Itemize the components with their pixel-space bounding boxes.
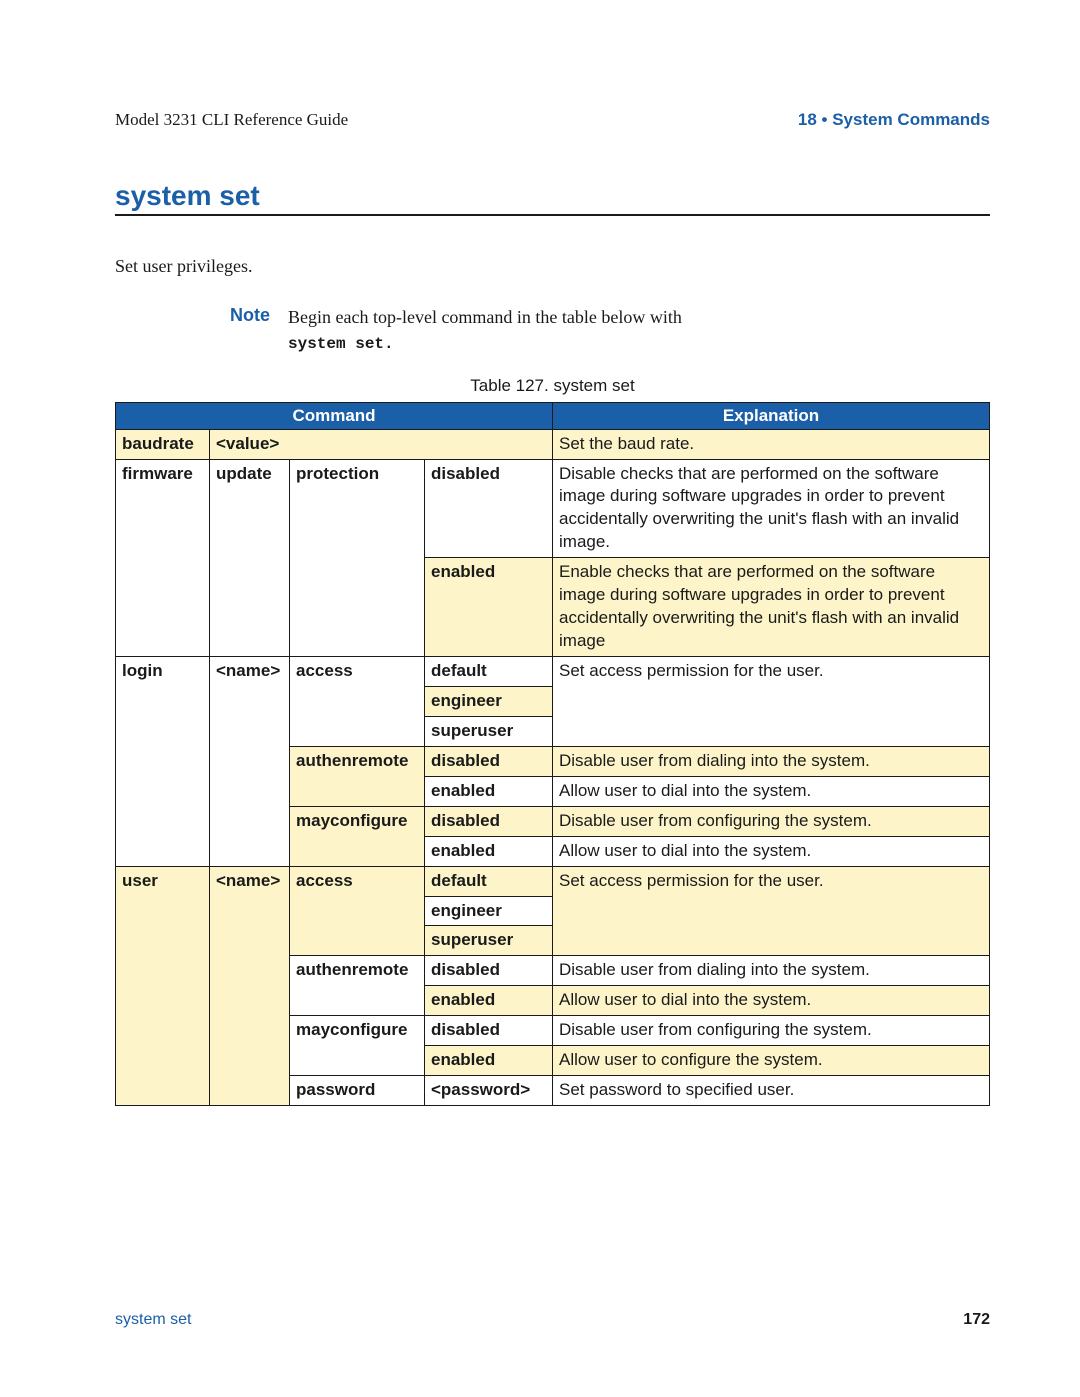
section-title: system set [115,180,990,216]
note-text: Begin each top-level command in the tabl… [288,305,682,356]
cell: engineer [425,896,553,926]
cell: enabled [425,776,553,806]
cell: protection [290,459,425,657]
cell: enabled [425,558,553,657]
cell: enabled [425,1046,553,1076]
cell: login [116,657,210,867]
table-row: login <name> access default Set access p… [116,657,990,687]
cell: default [425,657,553,687]
cell: authenremote [290,956,425,1016]
cell: <name> [210,866,290,1106]
cell: Enable checks that are performed on the … [553,558,990,657]
cell: access [290,657,425,747]
cell: access [290,866,425,956]
cell: Disable checks that are performed on the… [553,459,990,558]
cell: mayconfigure [290,1016,425,1076]
cell: password [290,1076,425,1106]
cell: Disable user from configuring the system… [553,806,990,836]
header-right: 18 • System Commands [798,110,990,130]
cell: firmware [116,459,210,657]
cell: disabled [425,956,553,986]
page-header: Model 3231 CLI Reference Guide 18 • Syst… [115,110,990,130]
cell: baudrate [116,429,210,459]
footer-page-number: 172 [963,1311,990,1329]
cell: Set the baud rate. [553,429,990,459]
intro-text: Set user privileges. [115,256,990,277]
note-body: Begin each top-level command in the tabl… [288,307,682,327]
table-row: user <name> access default Set access pe… [116,866,990,896]
table-header-row: Command Explanation [116,402,990,429]
cell: Disable user from dialing into the syste… [553,956,990,986]
cell: engineer [425,686,553,716]
cell: Set access permission for the user. [553,657,990,747]
table-row: firmware update protection disabled Disa… [116,459,990,558]
cell: disabled [425,1016,553,1046]
cell: disabled [425,746,553,776]
cell: <password> [425,1076,553,1106]
note-code: system set [288,335,384,353]
cell: Disable user from configuring the system… [553,1016,990,1046]
table-row: baudrate <value> Set the baud rate. [116,429,990,459]
cell: disabled [425,806,553,836]
header-left: Model 3231 CLI Reference Guide [115,110,348,130]
cell: enabled [425,836,553,866]
note-block: Note Begin each top-level command in the… [230,305,990,356]
cell: Allow user to dial into the system. [553,776,990,806]
table-caption: Table 127. system set [115,376,990,396]
cell: Disable user from dialing into the syste… [553,746,990,776]
cell: <name> [210,657,290,867]
cell: enabled [425,986,553,1016]
th-command: Command [116,402,553,429]
command-table: Command Explanation baudrate <value> Set… [115,402,990,1107]
cell: Set password to specified user. [553,1076,990,1106]
cell: user [116,866,210,1106]
cell: Allow user to dial into the system. [553,836,990,866]
cell: disabled [425,459,553,558]
note-label: Note [230,305,270,356]
cell: Allow user to configure the system. [553,1046,990,1076]
footer-left: system set [115,1311,191,1329]
cell: mayconfigure [290,806,425,866]
cell: Allow user to dial into the system. [553,986,990,1016]
document-page: Model 3231 CLI Reference Guide 18 • Syst… [0,0,1080,1397]
cell: update [210,459,290,657]
page-footer: system set 172 [115,1311,990,1329]
cell: Set access permission for the user. [553,866,990,956]
th-explanation: Explanation [553,402,990,429]
cell: authenremote [290,746,425,806]
cell: default [425,866,553,896]
cell: superuser [425,926,553,956]
cell: <value> [210,429,553,459]
cell: superuser [425,716,553,746]
